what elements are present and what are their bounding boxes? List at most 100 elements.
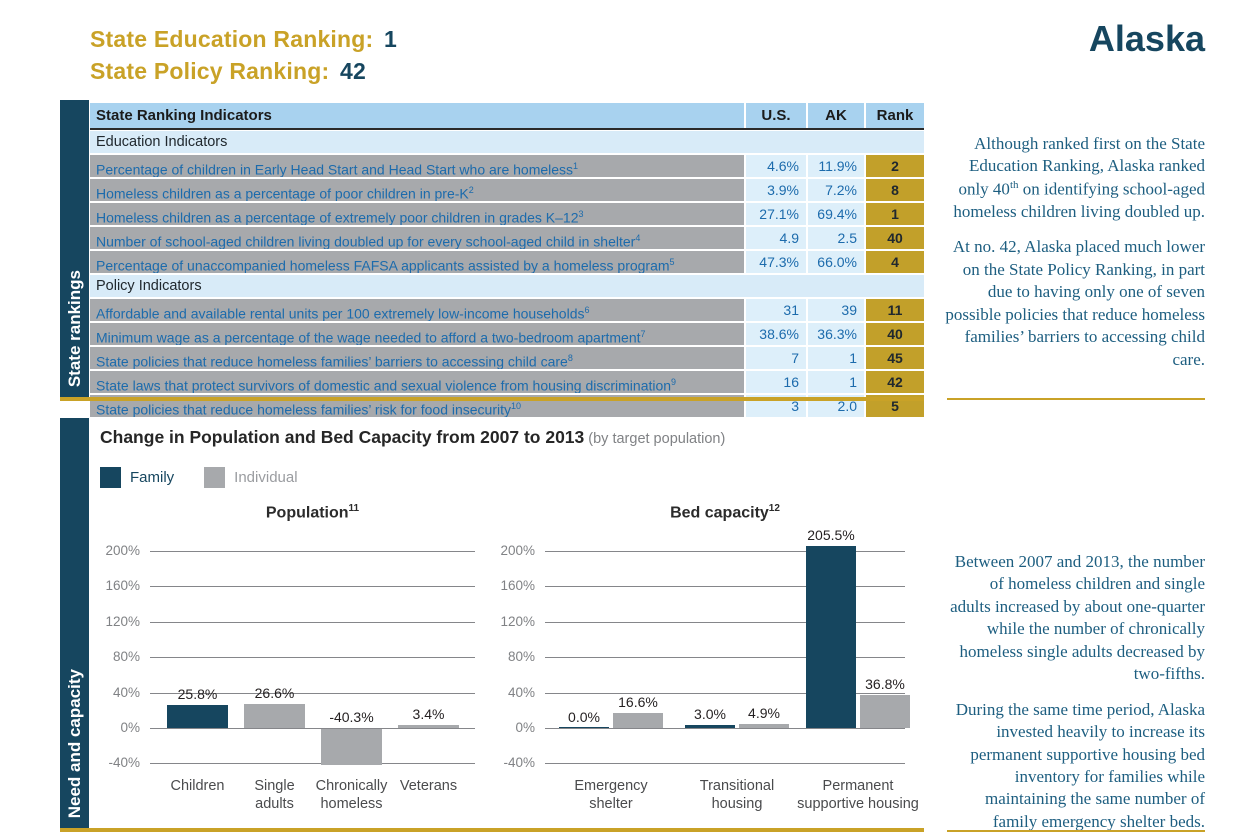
gridline xyxy=(545,692,905,694)
ak-value: 39 xyxy=(808,299,864,321)
chart-title-text: Population xyxy=(265,504,349,522)
y-axis-tick-label: 0% xyxy=(120,720,140,735)
note-rule xyxy=(947,830,1205,832)
capacity-title-subtitle: (by target population) xyxy=(588,431,726,447)
rank-value: 45 xyxy=(866,347,924,369)
capacity-section-title: Change in Population and Bed Capacity fr… xyxy=(100,427,725,448)
bar-value-label: 16.6% xyxy=(618,694,658,711)
x-axis-category-label: Single adults xyxy=(254,778,295,813)
gridline xyxy=(150,657,475,659)
indicator-label: Number of school-aged children living do… xyxy=(90,227,744,249)
table-row: State policies that reduce homeless fami… xyxy=(90,347,924,369)
table-row: Homeless children as a percentage of ext… xyxy=(90,203,924,225)
us-value: 31 xyxy=(746,299,806,321)
us-value: 27.1% xyxy=(746,203,806,225)
population-chart-title: Population11 xyxy=(150,503,475,522)
note-paragraph: Between 2007 and 2013, the number of hom… xyxy=(950,552,1205,684)
section-tab-label: State rankings xyxy=(64,269,84,387)
rank-value: 8 xyxy=(866,179,924,201)
table-row: Number of school-aged children living do… xyxy=(90,227,924,249)
section-tab-need-capacity: Need and capacity xyxy=(60,418,89,828)
x-axis-category-label: Children xyxy=(170,778,225,794)
population-chart: 200% 160% 120% 80% 40% 0% -40% 25.8% 26.6% -40.3%… xyxy=(105,543,475,812)
state-ranking-table: State Ranking Indicators U.S. AK Rank Ed… xyxy=(90,103,924,419)
note-paragraph: Although ranked first on the State Educa… xyxy=(953,134,1205,221)
ak-value: 36.3% xyxy=(808,323,864,345)
us-value: 38.6% xyxy=(746,323,806,345)
rank-value: 2 xyxy=(866,155,924,177)
capacity-title-text: Change in Population and Bed Capacity fr… xyxy=(100,427,585,447)
sidebar-note-rankings: Although ranked first on the State Educa… xyxy=(945,133,1205,371)
note-paragraph: During the same time period, Alaska inve… xyxy=(955,699,1205,831)
gridline xyxy=(150,728,475,729)
bar-individual xyxy=(321,729,382,765)
indicator-label: Affordable and available rental units pe… xyxy=(90,299,744,321)
policy-ranking-label: State Policy Ranking: xyxy=(90,58,330,84)
bar-family xyxy=(167,705,228,728)
indicator-label: State policies that reduce homeless fami… xyxy=(90,347,744,369)
bar-value-label: 205.5% xyxy=(807,527,855,544)
y-axis-tick-label: 160% xyxy=(105,578,140,594)
bed-capacity-chart: 200% 160% 120% 80% 40% 0% -40% 0.0% 16.6% Emergen… xyxy=(500,527,918,812)
bar-family xyxy=(685,725,735,728)
section-tab-state-rankings: State rankings xyxy=(60,100,89,397)
bar-individual xyxy=(739,723,789,728)
table-row: State laws that protect survivors of dom… xyxy=(90,371,924,393)
policy-ranking-value: 42 xyxy=(339,58,366,84)
rank-value: 42 xyxy=(866,371,924,393)
indicator-label: Percentage of children in Early Head Sta… xyxy=(90,155,744,177)
y-axis-tick-label: 160% xyxy=(500,578,535,594)
y-axis-tick-label: 80% xyxy=(112,649,140,665)
column-header-us: U.S. xyxy=(746,103,806,128)
us-value: 47.3% xyxy=(746,251,806,273)
ak-value: 11.9% xyxy=(808,155,864,177)
table-row: Percentage of unaccompanied homeless FAF… xyxy=(90,251,924,273)
gridline xyxy=(150,551,475,552)
us-value: 16 xyxy=(746,371,806,393)
column-header-rank: Rank xyxy=(866,103,924,128)
bar-value-label: 25.8% xyxy=(177,686,218,703)
gridline xyxy=(545,657,905,659)
chart-title-footnote: 11 xyxy=(348,503,360,514)
y-axis-tick-label: -40% xyxy=(503,755,535,771)
gridline xyxy=(545,586,905,588)
table-row: Homeless children as a percentage of poo… xyxy=(90,179,924,201)
gridline xyxy=(545,551,905,552)
legend-label-family: Family xyxy=(130,469,175,486)
table-section-band: Education Indicators xyxy=(90,131,924,153)
sidebar-note-capacity: Between 2007 and 2013, the number of hom… xyxy=(945,551,1205,833)
education-ranking-label: State Education Ranking: xyxy=(90,26,374,52)
indicator-label: Homeless children as a percentage of ext… xyxy=(90,203,744,225)
note-rule xyxy=(947,398,1205,400)
bar-value-label: 3.0% xyxy=(694,706,726,723)
x-axis-category-label: Transitional housing xyxy=(699,778,775,813)
chart-legend: Family Individual xyxy=(100,467,328,488)
note-paragraph: At no. 42, Alaska placed much lower on t… xyxy=(945,237,1205,369)
ak-value: 66.0% xyxy=(808,251,864,273)
y-axis-tick-label: 120% xyxy=(500,613,535,629)
us-value: 3.9% xyxy=(746,179,806,201)
us-value: 7 xyxy=(746,347,806,369)
bar-value-label: 0.0% xyxy=(568,709,600,725)
x-axis-category-label: Chronically homeless xyxy=(315,778,388,813)
rank-value: 11 xyxy=(866,299,924,321)
education-ranking-heading: State Education Ranking: 1 xyxy=(90,26,397,53)
bar-family xyxy=(559,726,609,728)
ak-value: 1 xyxy=(808,371,864,393)
us-value: 4.6% xyxy=(746,155,806,177)
ak-value: 1 xyxy=(808,347,864,369)
column-header-indicator: State Ranking Indicators xyxy=(90,103,744,128)
bar-family xyxy=(806,546,856,728)
legend-swatch-individual xyxy=(204,467,226,488)
table-row: Percentage of children in Early Head Sta… xyxy=(90,155,924,177)
page-title-state: Alaska xyxy=(1088,18,1205,59)
bar-individual xyxy=(613,713,663,728)
bar-value-label: -40.3% xyxy=(329,709,374,725)
gridline xyxy=(150,763,475,765)
ak-value: 2.5 xyxy=(808,227,864,249)
rank-value: 40 xyxy=(866,323,924,345)
gridline xyxy=(150,692,475,694)
y-axis-tick-label: 80% xyxy=(507,649,535,665)
bar-value-label: 4.9% xyxy=(748,704,780,721)
